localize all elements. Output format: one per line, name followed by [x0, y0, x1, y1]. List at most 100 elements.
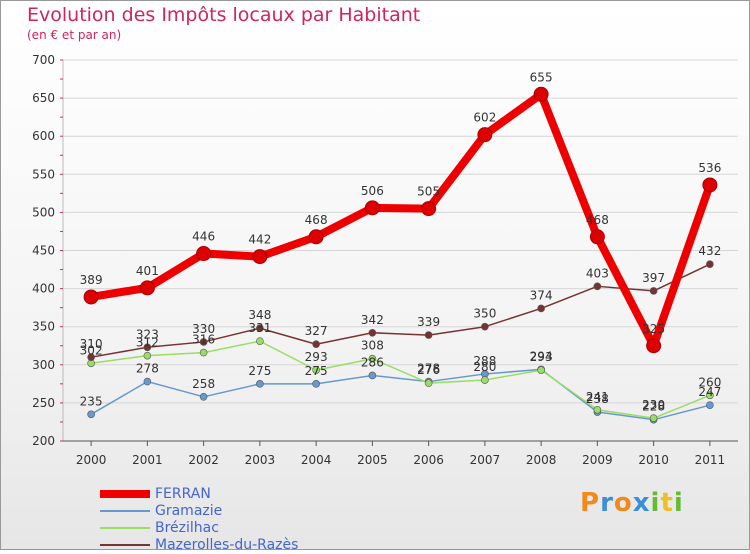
data-label: 348: [248, 308, 271, 322]
y-tick-label: 450: [32, 244, 55, 258]
series-line-mazerolles-du-razès: [90, 263, 711, 358]
y-tick-label: 200: [32, 434, 55, 448]
data-point: [481, 322, 489, 331]
proxiti-logo: Proxiti: [580, 488, 684, 518]
data-point: [593, 282, 602, 291]
data-label: 312: [136, 336, 159, 350]
data-label: 275: [305, 364, 328, 378]
y-tick-label: 300: [32, 358, 55, 372]
data-point: [252, 249, 268, 265]
data-label: 327: [305, 324, 328, 338]
data-point: [649, 414, 658, 422]
data-label: 280: [473, 360, 496, 374]
data-label: 230: [642, 398, 665, 412]
data-label: 506: [361, 184, 384, 198]
data-point: [256, 337, 264, 345]
data-label: 323: [136, 327, 159, 341]
data-point: [424, 379, 433, 387]
data-label: 442: [248, 233, 271, 247]
x-tick-label: 2003: [245, 453, 276, 467]
data-point: [312, 366, 320, 374]
data-label: 302: [80, 343, 103, 357]
data-point: [368, 354, 377, 363]
data-point: [256, 324, 264, 333]
series-line-brézilhac: [91, 340, 711, 419]
data-label: 293: [530, 350, 553, 364]
data-point: [706, 391, 714, 400]
data-label: 325: [642, 322, 665, 336]
legend-label: Gramazie: [155, 503, 223, 519]
data-point: [143, 377, 152, 386]
data-label: 446: [192, 230, 215, 244]
chart-title: Evolution des Impôts locaux par Habitant: [27, 4, 421, 26]
data-label: 397: [642, 271, 665, 285]
data-label: 247: [698, 385, 721, 399]
data-point: [312, 340, 320, 349]
data-label: 331: [248, 321, 271, 335]
x-tick-label: 2002: [188, 453, 219, 467]
data-label: 468: [586, 213, 609, 227]
data-label: 505: [417, 185, 440, 199]
data-label: 468: [305, 213, 328, 227]
data-label: 293: [305, 350, 328, 364]
data-label: 276: [417, 363, 440, 377]
data-label: 389: [80, 273, 103, 287]
y-tick-label: 350: [32, 320, 55, 334]
data-point: [702, 177, 718, 193]
x-tick-label: 2001: [132, 453, 163, 467]
data-label: 602: [473, 111, 496, 125]
y-tick-label: 400: [32, 282, 55, 296]
x-tick-label: 2008: [526, 453, 557, 467]
data-point: [199, 348, 208, 357]
x-tick-label: 2004: [301, 453, 332, 467]
data-point: [143, 343, 152, 352]
data-label: 401: [136, 264, 159, 278]
y-tick-label: 250: [32, 396, 55, 410]
legend-label: Brézilhac: [155, 520, 219, 536]
data-point: [477, 127, 493, 143]
data-label: 536: [698, 161, 721, 175]
data-point: [649, 287, 658, 295]
data-label: 260: [698, 375, 721, 389]
data-label: 350: [473, 307, 496, 321]
data-label: 432: [698, 244, 721, 258]
data-point: [87, 410, 95, 419]
y-tick-label: 600: [32, 129, 55, 143]
data-point: [312, 380, 320, 388]
data-point: [537, 304, 545, 313]
data-point: [364, 200, 380, 216]
data-point: [421, 201, 437, 217]
data-label: 275: [248, 364, 271, 378]
data-point: [646, 338, 662, 354]
data-point: [368, 371, 377, 380]
data-point: [83, 289, 99, 305]
y-tick-label: 500: [32, 205, 55, 219]
data-label: 288: [473, 354, 496, 368]
x-tick-label: 2006: [413, 453, 444, 467]
data-label: 238: [586, 392, 609, 406]
data-point: [589, 229, 605, 245]
y-tick-label: 650: [32, 91, 55, 105]
data-point: [139, 280, 155, 296]
data-label: 278: [136, 362, 159, 376]
data-point: [256, 380, 264, 388]
x-tick-label: 2011: [695, 453, 726, 467]
data-point: [87, 353, 95, 361]
data-point: [424, 331, 433, 339]
data-label: 339: [417, 315, 440, 329]
data-point: [533, 86, 549, 102]
data-label: 278: [417, 362, 440, 376]
legend-label: FERRAN: [155, 486, 211, 502]
data-label: 258: [192, 377, 215, 391]
data-point: [368, 328, 377, 337]
y-tick-label: 550: [32, 167, 55, 181]
data-point: [537, 366, 545, 374]
data-label: 655: [530, 70, 553, 84]
series-line-gramazie: [90, 368, 711, 421]
y-tick-label: 700: [32, 53, 55, 67]
data-point: [196, 246, 212, 262]
data-label: 374: [530, 288, 553, 302]
data-label: 316: [192, 333, 215, 347]
